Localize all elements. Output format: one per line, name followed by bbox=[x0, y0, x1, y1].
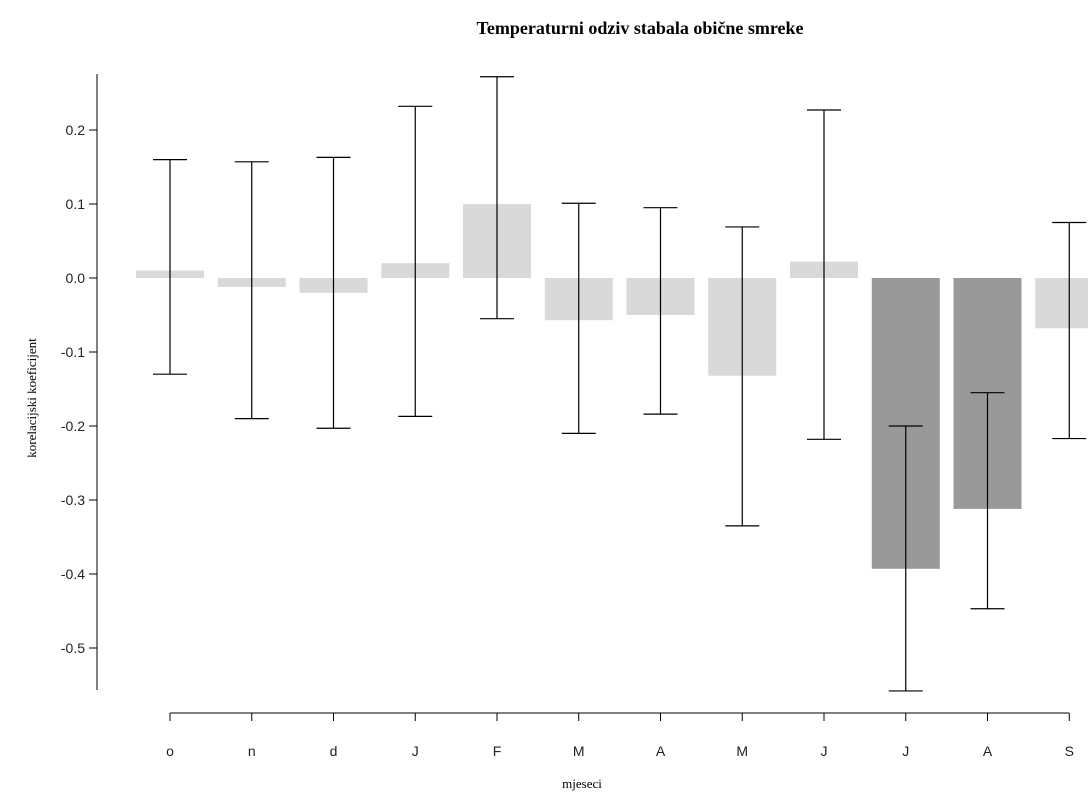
error-bar-2 bbox=[316, 156, 351, 429]
x-tick-label: F bbox=[493, 743, 502, 759]
y-tick-label: 0.0 bbox=[66, 270, 86, 286]
bar-11 bbox=[1035, 278, 1088, 329]
error-bar-11 bbox=[1052, 221, 1087, 440]
y-tick-label: -0.5 bbox=[61, 640, 85, 656]
error-bars-group bbox=[153, 76, 1087, 692]
x-tick-label: S bbox=[1065, 743, 1074, 759]
y-tick-label: 0.1 bbox=[66, 196, 86, 212]
x-tick-label: A bbox=[656, 743, 666, 759]
x-tick-label: J bbox=[902, 743, 909, 759]
x-tick-label: J bbox=[412, 743, 419, 759]
x-tick-label: n bbox=[248, 743, 256, 759]
y-tick-label: 0.2 bbox=[66, 122, 86, 138]
error-bar-1 bbox=[234, 161, 269, 420]
error-bar-7 bbox=[725, 226, 760, 527]
error-bar-5 bbox=[561, 202, 596, 434]
y-tick-label: -0.3 bbox=[61, 492, 85, 508]
x-tick-label: M bbox=[736, 743, 748, 759]
bars-group bbox=[136, 204, 1088, 569]
error-bar-0 bbox=[153, 159, 187, 375]
y-axis: -0.5 -0.4 -0.3 -0.2 -0.1 0.0 0.1 0.2 bbox=[61, 74, 98, 690]
x-tick-label: J bbox=[821, 743, 828, 759]
error-bar-9 bbox=[888, 425, 923, 692]
y-tick-label: -0.4 bbox=[61, 566, 85, 582]
x-axis-label: mjeseci bbox=[562, 776, 602, 791]
x-tick-label: d bbox=[330, 743, 338, 759]
y-tick-label: -0.2 bbox=[61, 418, 85, 434]
y-axis-label: korelacijski koeficijent bbox=[24, 338, 39, 458]
chart-title: Temperaturni odziv stabala obične smreke bbox=[477, 18, 804, 38]
x-tick-label: o bbox=[166, 743, 174, 759]
error-bar-10 bbox=[970, 392, 1005, 610]
y-tick-label: -0.1 bbox=[61, 344, 85, 360]
error-bar-6 bbox=[643, 207, 678, 415]
error-bar-8 bbox=[807, 109, 841, 440]
x-tick-label: A bbox=[983, 743, 993, 759]
error-bar-4 bbox=[480, 76, 514, 320]
x-tick-label: M bbox=[573, 743, 585, 759]
error-bar-3 bbox=[398, 105, 433, 417]
